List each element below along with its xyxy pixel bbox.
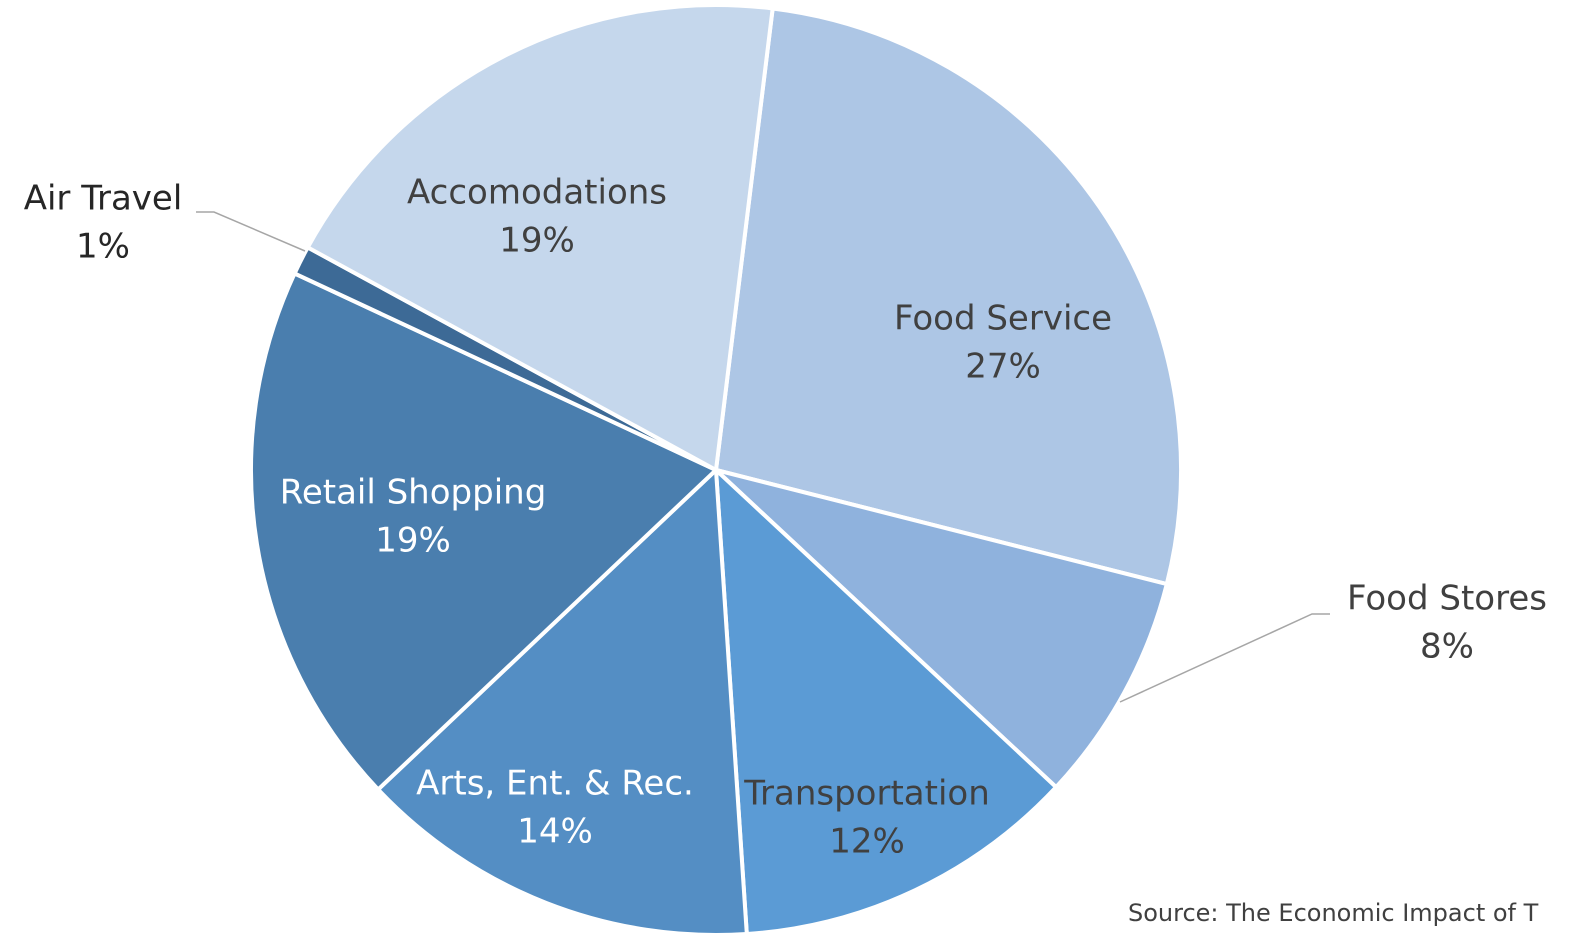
slice-value-label: 14% (517, 812, 593, 852)
slice-value-label: 12% (829, 822, 905, 862)
slice-label: Accomodations (407, 173, 667, 213)
leader-line (196, 211, 306, 252)
slice-label: Transportation (743, 774, 990, 814)
slice-label: Food Service (894, 299, 1112, 339)
slice-value-label: 27% (965, 347, 1041, 387)
pie-slice (713, 6, 1183, 587)
pie-slice (249, 270, 720, 793)
pie-slice (714, 468, 1170, 790)
pie-slice (713, 465, 1059, 937)
slice-value-label: 19% (375, 521, 451, 561)
pie-slice (305, 3, 775, 474)
pie-slice (375, 465, 749, 937)
leader-line (1119, 613, 1330, 703)
slice-value-label: 19% (499, 221, 575, 261)
source-note: Source: The Economic Impact of T (1128, 899, 1539, 927)
slice-value-label: 8% (1420, 627, 1474, 667)
slice-label: Arts, Ent. & Rec. (416, 764, 694, 804)
slice-label: Food Stores (1347, 579, 1547, 619)
slice-label: Air Travel (24, 179, 183, 219)
slice-label: Retail Shopping (280, 473, 547, 513)
slice-value-label: 1% (76, 227, 130, 267)
